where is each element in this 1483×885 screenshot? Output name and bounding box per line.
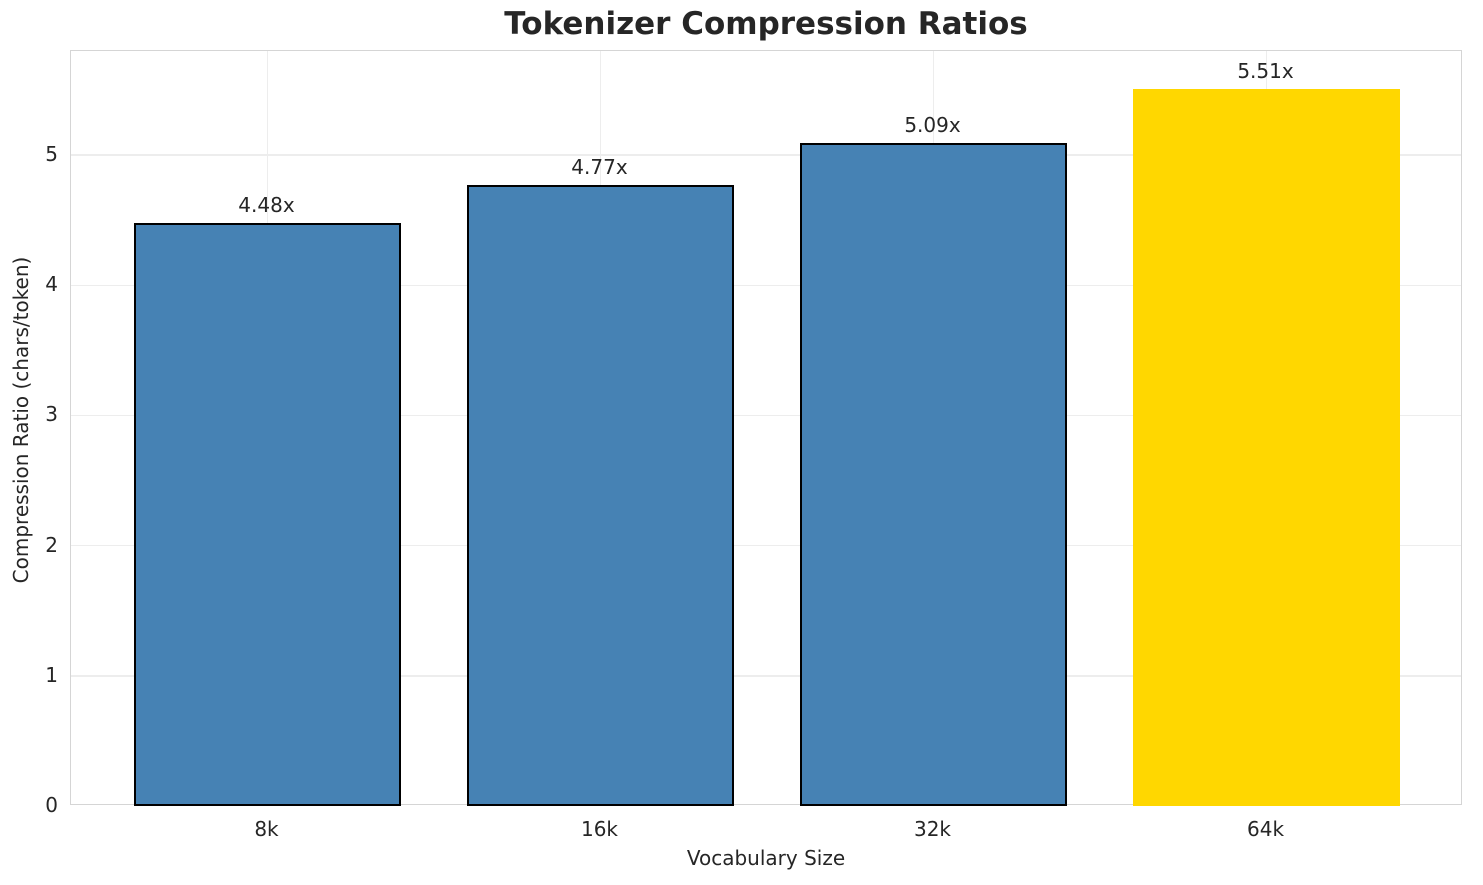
y-tick-label-1: 1 [45, 662, 58, 687]
x-tick-label-16k: 16k [580, 817, 618, 841]
bar-64k [1133, 88, 1400, 806]
y-gridline-2 [71, 544, 1461, 547]
bar-8k [134, 222, 401, 806]
y-tick-label-0: 0 [45, 793, 58, 817]
y-tick-label-2: 2 [45, 532, 58, 557]
bar-32k [800, 143, 1067, 806]
y-gridline-5 [71, 154, 1461, 156]
y-gridline-3 [71, 414, 1461, 417]
x-tick-label-8k: 8k [254, 817, 279, 841]
y-gridline-4 [71, 284, 1461, 287]
y-gridline-1 [71, 675, 1461, 677]
plot-area [70, 50, 1462, 806]
bar-value-label-8k: 4.48x [238, 192, 295, 217]
x-tick-label-64k: 64k [1247, 817, 1285, 841]
bar-value-label-16k: 4.77x [571, 155, 628, 180]
bar-16k [467, 185, 734, 806]
y-tick-label-5: 5 [45, 142, 58, 167]
bar-value-label-64k: 5.51x [1237, 58, 1294, 83]
y-tick-label-3: 3 [45, 402, 58, 427]
chart-title: Tokenizer Compression Ratios [504, 6, 1028, 42]
bar-value-label-32k: 5.09x [904, 113, 961, 138]
x-axis-label: Vocabulary Size [686, 846, 846, 870]
x-tick-label-32k: 32k [913, 817, 952, 841]
y-tick-label-4: 4 [45, 272, 58, 297]
